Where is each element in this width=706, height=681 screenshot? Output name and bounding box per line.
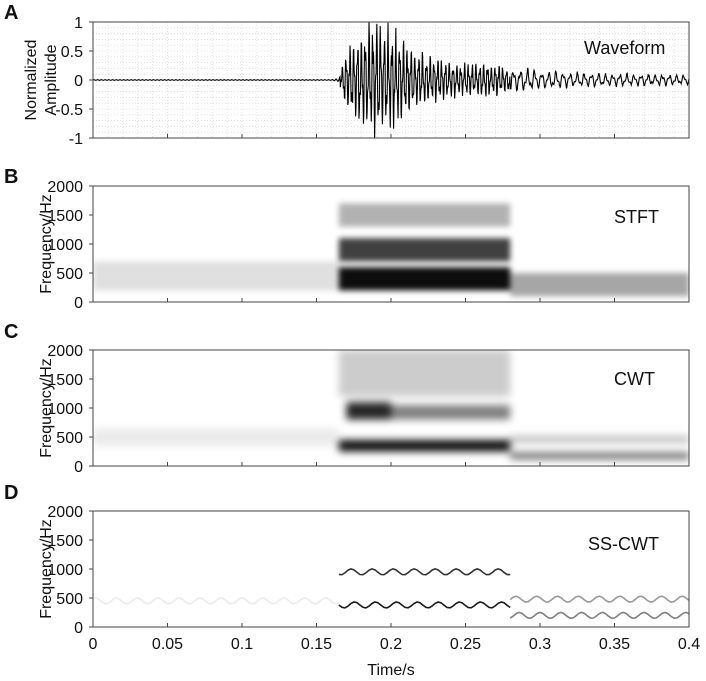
stft-ylabel: Frequency/Hz [38,194,55,294]
ridge-line [509,611,690,620]
energy-region [93,428,339,446]
sscwt-y-ticks: 0 500 1000 1500 2000 [47,504,93,637]
y-tick-label: 0 [74,620,83,637]
energy-region [510,435,689,443]
panel-letter-a: A [4,2,18,24]
x-tick-label: 0.05 [152,636,183,653]
y-tick-label: 0 [74,459,83,476]
y-tick-label: -0.5 [55,102,83,119]
stft-y-ticks: 0 500 1000 1500 2000 [47,179,93,312]
stft-panel: STFT Frequency/Hz 0 500 1000 1500 2000 [38,179,690,312]
stft-heatmap [93,203,689,297]
y-tick-label: 1500 [47,533,83,550]
waveform-ylabel-line2: Amplitude [43,44,60,115]
x-tick-label: 0.2 [380,636,402,653]
x-tick-label: 0.25 [450,636,481,653]
sscwt-title: SS-CWT [588,534,659,554]
y-tick-label: 2000 [47,179,83,196]
x-tick-label: 0.4 [678,636,700,653]
ridge-line [338,568,511,576]
y-tick-label: 1500 [47,372,83,389]
y-tick-label: 0 [74,73,83,90]
energy-region [346,402,391,420]
panel-letter-c: C [4,321,18,343]
ridge-line [338,601,511,609]
energy-region [338,439,511,452]
sscwt-heatmap [92,568,690,620]
energy-region [510,452,689,460]
energy-region [338,203,511,227]
x-tick-label: 0.1 [231,636,253,653]
y-tick-label: 1000 [47,401,83,418]
energy-region [338,238,511,262]
ridge-line [509,595,690,603]
panel-letter-b: B [4,166,18,188]
time-xlabel: Time/s [367,662,414,679]
energy-region [93,261,339,291]
x-tick-label: 0.15 [301,636,332,653]
y-tick-label: 2000 [47,343,83,360]
y-tick-label: 0.5 [61,44,83,61]
y-tick-label: 1000 [47,237,83,254]
cwt-ylabel: Frequency/Hz [38,358,55,458]
cwt-heatmap [93,350,689,460]
waveform-y-ticks: -1 -0.5 0 0.5 1 [55,15,93,148]
energy-region [510,273,689,297]
x-tick-label: 0.3 [529,636,551,653]
sscwt-ylabel: Frequency/Hz [38,519,55,619]
energy-region [391,405,511,420]
cwt-title: CWT [614,369,655,389]
x-tick-label: 0.35 [599,636,630,653]
y-tick-label: 500 [56,430,83,447]
panel-letter-d: D [4,482,18,504]
waveform-panel: Waveform Normalized Amplitude -1 -0.5 0 0.5… [23,15,690,148]
waveform-title: Waveform [584,38,665,58]
x-tick-label: 0 [89,636,98,653]
time-x-ticks: 0 0.05 0.1 0.15 0.2 0.25 0.3 0.35 0.4 [89,134,700,653]
y-tick-label: 2000 [47,504,83,521]
cwt-panel: CWT Frequency/Hz 0 500 1000 1500 2000 [38,343,690,476]
sscwt-panel: SS-CWT Frequency/Hz 0 500 1000 1500 2000 0 0.… [38,134,700,679]
y-tick-label: 0 [74,295,83,312]
y-tick-label: 1000 [47,562,83,579]
waveform-ylabel-line1: Normalized [23,40,40,121]
stft-title: STFT [614,207,659,227]
y-tick-label: 1 [74,15,83,32]
energy-region [338,350,511,397]
energy-region [338,267,511,291]
waveform-line [92,21,690,138]
cwt-y-ticks: 0 500 1000 1500 2000 [47,343,93,476]
y-tick-label: -1 [69,131,83,148]
y-tick-label: 500 [56,591,83,608]
ridge-line [92,597,340,605]
y-tick-label: 500 [56,266,83,283]
y-tick-label: 1500 [47,208,83,225]
